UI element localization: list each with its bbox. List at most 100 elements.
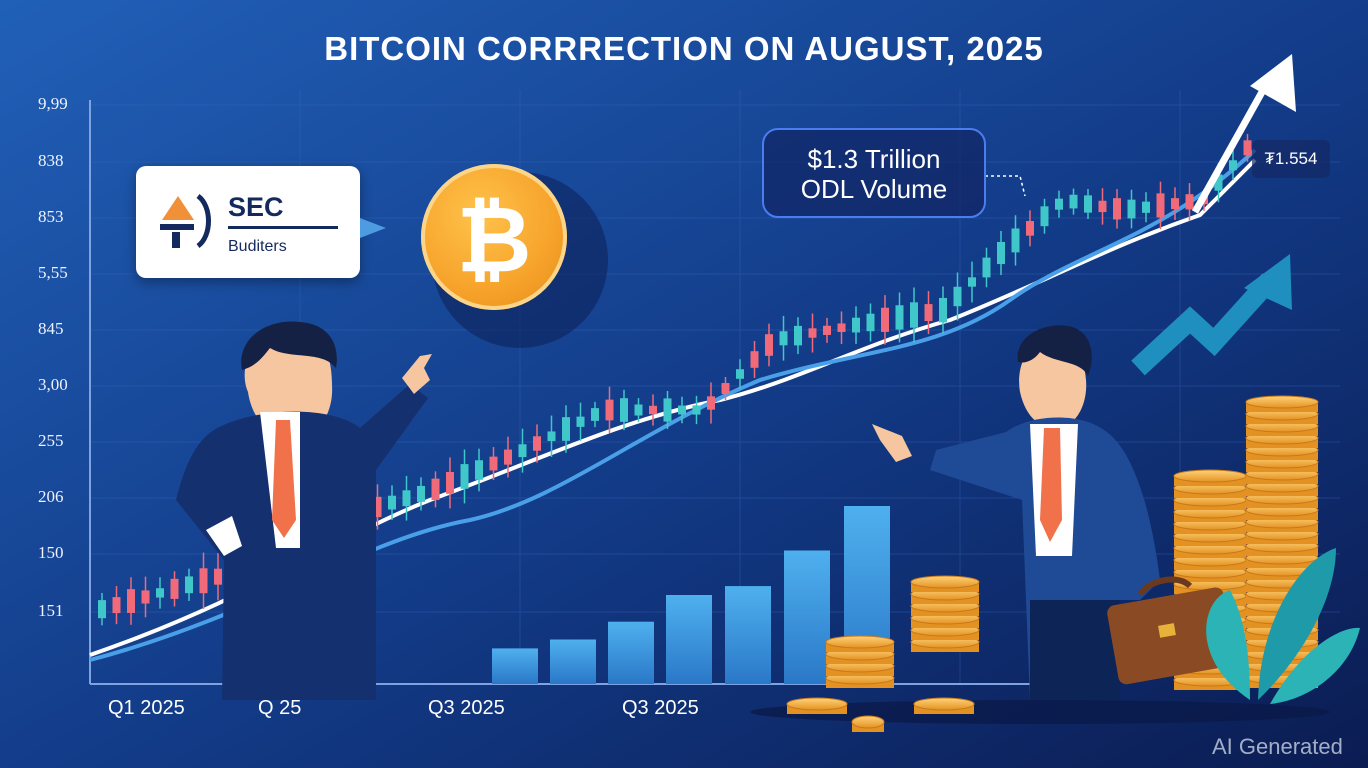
candlestick <box>518 428 527 473</box>
candlestick <box>1011 215 1020 266</box>
candlestick <box>1185 183 1194 221</box>
candlestick <box>910 287 918 343</box>
candlestick <box>663 390 672 430</box>
volume-bar <box>608 621 654 684</box>
candlestick <box>707 382 715 424</box>
candlestick <box>431 471 440 508</box>
odl-label: ODL Volume <box>800 174 948 204</box>
candlestick <box>736 359 744 389</box>
candlestick <box>779 315 788 361</box>
bitcoin-symbol: ₿ <box>456 186 532 293</box>
candlestick <box>852 306 860 344</box>
sec-logo-icon <box>160 193 211 249</box>
candlestick <box>765 323 773 367</box>
floor-shadow <box>750 700 1330 724</box>
candlestick <box>721 377 730 400</box>
sec-subtitle: Buditers <box>228 238 287 255</box>
candlestick <box>112 586 121 625</box>
candlestick <box>1084 189 1092 219</box>
candlestick <box>939 286 947 334</box>
y-tick-label: 838 <box>38 151 64 170</box>
candlestick <box>185 568 193 601</box>
candlestick <box>1069 188 1078 215</box>
candlestick <box>199 552 208 609</box>
candlestick <box>1229 150 1237 181</box>
candlestick <box>692 395 701 425</box>
volume-bar <box>666 595 712 684</box>
candlestick <box>533 424 541 463</box>
sec-card: SEC Buditers <box>136 166 360 278</box>
y-tick-label: 3,00 <box>38 375 68 394</box>
candlestick <box>1243 133 1252 162</box>
candlestick <box>794 317 802 355</box>
y-tick-label: 5,55 <box>38 263 68 282</box>
candlestick <box>895 292 904 343</box>
candlestick <box>866 303 875 342</box>
y-tick-label: 845 <box>38 319 64 338</box>
odl-amount: $1.3 Trillion <box>807 144 941 174</box>
candlestick <box>156 577 164 609</box>
candlestick <box>489 447 498 481</box>
speech-pointer <box>360 218 386 238</box>
candlestick <box>808 313 817 353</box>
candlestick <box>373 484 382 530</box>
volume-bar <box>550 639 596 684</box>
divider <box>228 226 338 229</box>
bitcoin-icon: ₿ <box>421 164 567 310</box>
candlestick <box>1098 188 1107 225</box>
candlestick <box>460 449 469 504</box>
candlestick <box>924 291 933 335</box>
candlestick <box>547 415 556 457</box>
candlestick <box>446 457 454 509</box>
candlestick <box>1127 189 1136 229</box>
candlestick <box>417 477 425 511</box>
y-tick-label: 255 <box>38 431 64 450</box>
price-tag: ₮1.554 <box>1252 140 1330 178</box>
ai-generated-watermark: AI Generated <box>1212 734 1343 759</box>
businessman-right <box>872 325 1160 700</box>
candlestick <box>750 341 759 378</box>
sec-title: SEC <box>228 192 284 222</box>
x-tick-label: Q3 2025 <box>622 697 699 719</box>
candlestick <box>127 577 135 625</box>
callout-connector <box>985 175 1026 197</box>
volume-bar <box>492 648 538 684</box>
candlestick <box>1040 198 1049 234</box>
candlestick <box>1142 192 1150 223</box>
businessman-left <box>176 321 432 700</box>
x-tick-label: Q1 2025 <box>108 697 185 719</box>
y-tick-label: 151 <box>38 601 64 620</box>
candlestick <box>504 436 512 478</box>
candlestick <box>649 394 657 426</box>
candlestick <box>1156 181 1165 230</box>
candlestick <box>823 317 831 343</box>
candlestick <box>98 592 106 626</box>
candlestick <box>170 571 179 607</box>
trend-arrow-icon <box>1131 254 1292 376</box>
candlestick <box>881 295 889 345</box>
page-title: BITCOIN CORRRECTION ON AUGUST, 2025 <box>324 30 1044 67</box>
arrow-up-right-icon <box>1191 54 1296 214</box>
candlestick <box>968 261 976 303</box>
briefcase-icon <box>1107 576 1235 685</box>
candlestick <box>605 386 614 434</box>
volume-bar <box>725 586 771 684</box>
candlestick <box>475 448 483 492</box>
candlestick <box>214 553 222 601</box>
candlestick <box>141 576 150 618</box>
candlestick <box>576 402 585 441</box>
candlestick <box>388 485 396 520</box>
candlestick <box>562 405 570 453</box>
leaf-plant-icon <box>1206 548 1360 704</box>
candlestick <box>997 230 1005 276</box>
candlestick <box>1055 190 1063 218</box>
candlestick <box>837 311 846 344</box>
candlestick <box>402 475 411 521</box>
candlestick <box>634 398 643 422</box>
candlestick <box>591 401 599 428</box>
candlestick <box>953 272 962 321</box>
y-tick-label: 206 <box>38 487 64 506</box>
candlestick <box>1026 210 1034 247</box>
